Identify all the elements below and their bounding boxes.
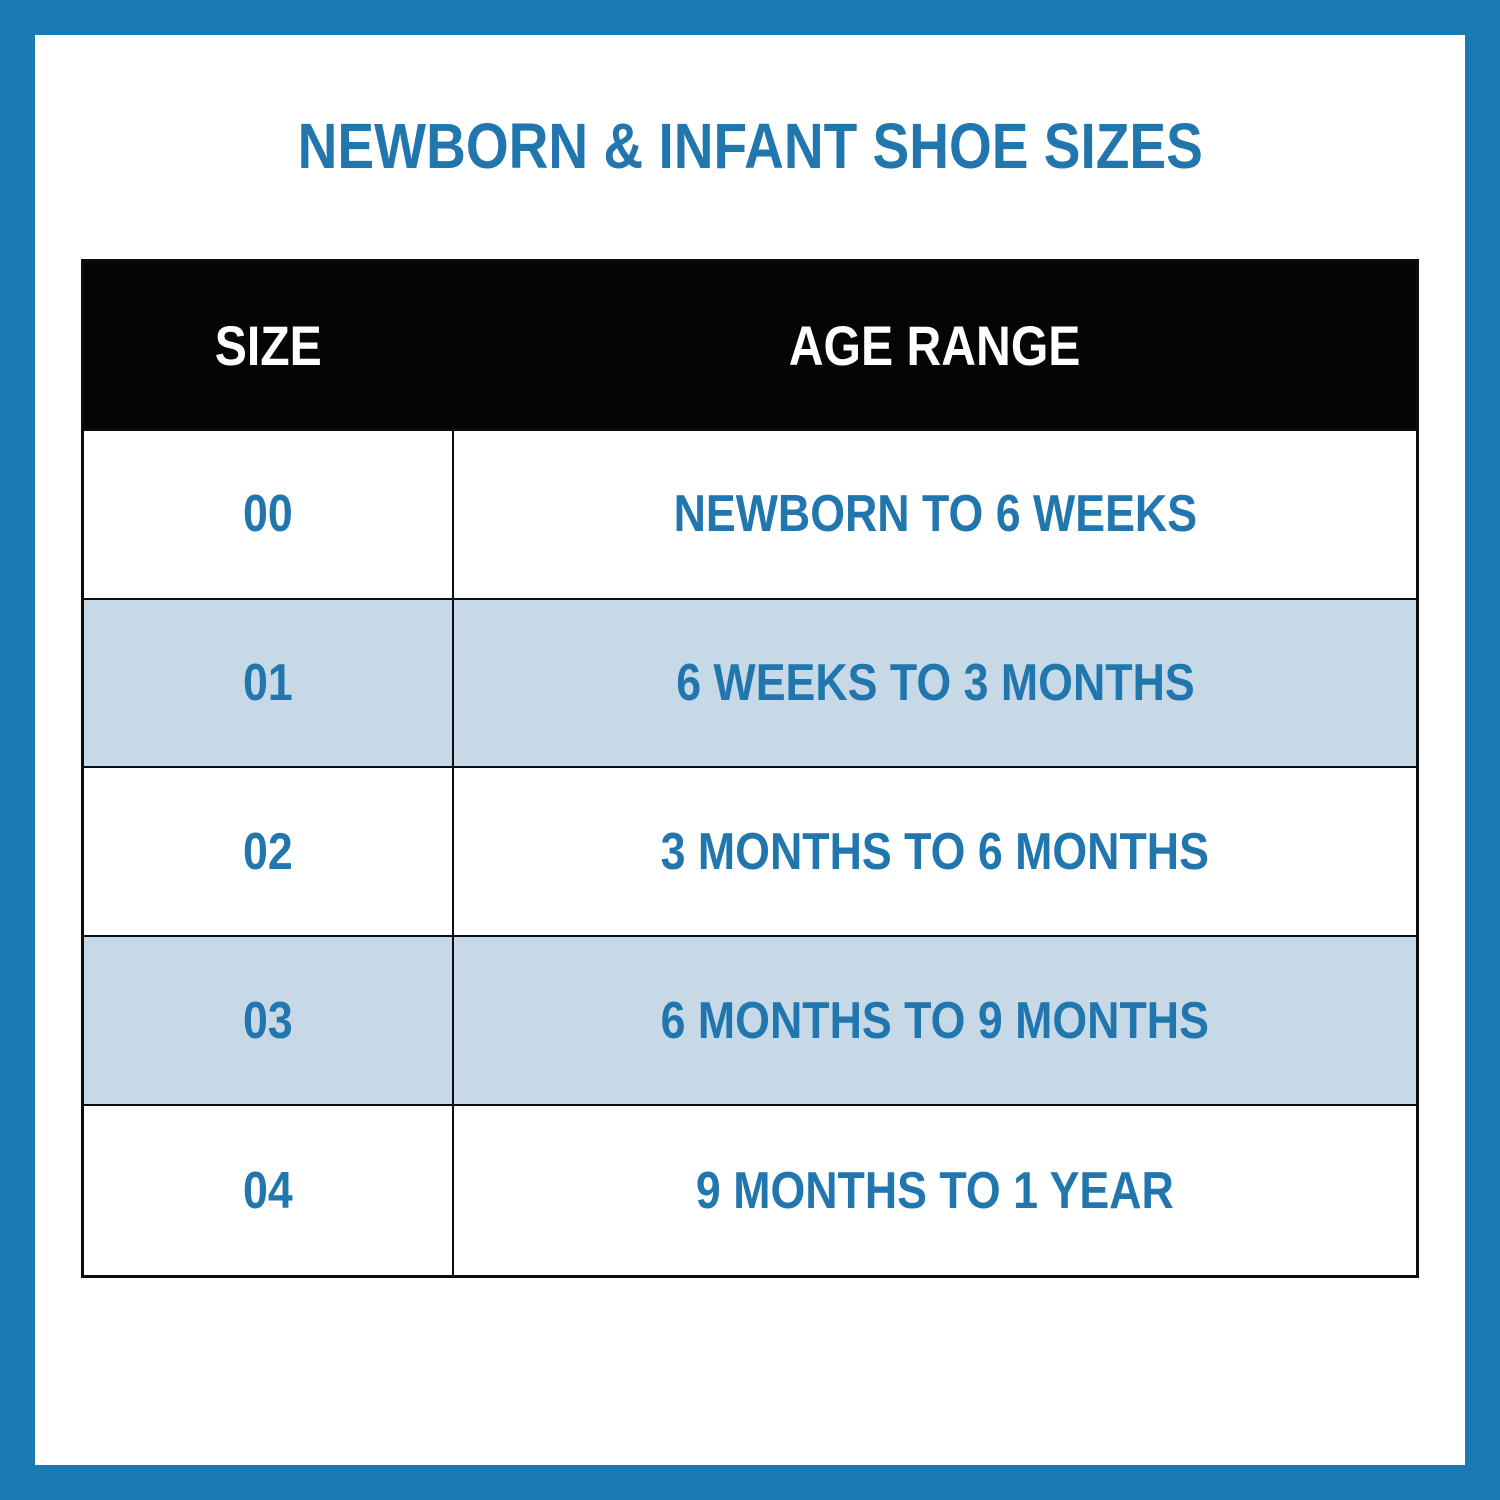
size-value: 02 [243, 822, 293, 881]
page-title: NEWBORN & INFANT SHOE SIZES [35, 113, 1465, 179]
size-value: 00 [243, 485, 293, 544]
age-range-cell: 6 WEEKS TO 3 MONTHS [452, 599, 1416, 767]
table-header-row: SIZE AGE RANGE [84, 262, 1416, 431]
size-cell: 04 [84, 1106, 452, 1275]
size-cell: 03 [84, 937, 452, 1104]
age-range-value: 6 WEEKS TO 3 MONTHS [675, 654, 1195, 713]
age-range-value: 6 MONTHS TO 9 MONTHS [660, 991, 1210, 1050]
size-cell: 02 [84, 768, 452, 935]
table-row: 00 NEWBORN TO 6 WEEKS [84, 430, 1416, 600]
size-value: 04 [243, 1161, 293, 1220]
table-row: 02 3 MONTHS TO 6 MONTHS [84, 768, 1416, 938]
size-chart-table: SIZE AGE RANGE 00 NEWBORN TO 6 WEEKS 01 … [81, 259, 1419, 1278]
page-title-text: NEWBORN & INFANT SHOE SIZES [297, 110, 1203, 182]
size-value: 03 [243, 991, 293, 1050]
column-header-age-range: AGE RANGE [452, 262, 1416, 429]
age-range-cell: NEWBORN TO 6 WEEKS [452, 430, 1416, 598]
age-range-value: 9 MONTHS TO 1 YEAR [696, 1161, 1174, 1220]
size-cell: 01 [84, 600, 452, 767]
size-value: 01 [243, 654, 293, 713]
age-range-value: NEWBORN TO 6 WEEKS [673, 485, 1197, 544]
table-row: 01 6 WEEKS TO 3 MONTHS [84, 599, 1416, 769]
age-range-cell: 9 MONTHS TO 1 YEAR [452, 1106, 1416, 1275]
table-row: 03 6 MONTHS TO 9 MONTHS [84, 937, 1416, 1107]
age-range-cell: 6 MONTHS TO 9 MONTHS [452, 937, 1416, 1105]
age-range-value: 3 MONTHS TO 6 MONTHS [660, 822, 1210, 881]
column-header-size-label: SIZE [214, 313, 322, 377]
age-range-cell: 3 MONTHS TO 6 MONTHS [452, 768, 1416, 936]
table-row: 04 9 MONTHS TO 1 YEAR [84, 1106, 1416, 1275]
column-header-size: SIZE [84, 262, 452, 429]
size-cell: 00 [84, 431, 452, 598]
column-header-age-range-label: AGE RANGE [789, 313, 1081, 377]
